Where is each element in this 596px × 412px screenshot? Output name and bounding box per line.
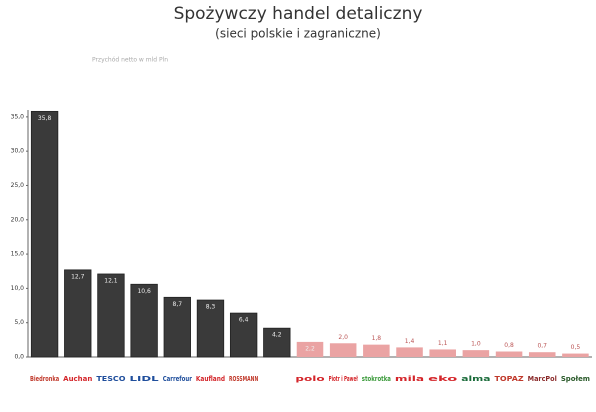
x-tick-label: Carrefour bbox=[163, 375, 193, 383]
x-tick-label: Kaufland bbox=[196, 375, 225, 383]
value-label: 1,8 bbox=[372, 335, 382, 342]
x-tick-label: Biedronka bbox=[30, 375, 59, 383]
bar bbox=[163, 296, 191, 358]
y-tick-label: 30,0 bbox=[11, 148, 25, 155]
x-tick-label: TOPAZ bbox=[494, 375, 523, 383]
bar bbox=[495, 351, 523, 357]
x-tick-label: polo bbox=[295, 375, 324, 383]
value-label: 8,3 bbox=[206, 304, 216, 311]
value-label: 0,7 bbox=[537, 343, 547, 350]
bar bbox=[30, 110, 59, 358]
value-label: 12,1 bbox=[104, 277, 118, 284]
bar bbox=[64, 269, 92, 358]
bar bbox=[363, 344, 390, 357]
y-tick-label: 35,0 bbox=[11, 113, 25, 120]
value-label: 2,2 bbox=[305, 345, 315, 352]
value-label: 1,1 bbox=[438, 340, 448, 347]
bar bbox=[329, 343, 357, 357]
x-tick-label: MarcPol bbox=[528, 375, 557, 383]
x-tick-label: TESCO bbox=[96, 375, 125, 383]
chart-subtitle: (sieci polskie i zagraniczne) bbox=[215, 27, 381, 41]
bar bbox=[263, 327, 291, 358]
bar bbox=[462, 350, 490, 357]
value-label: 2,0 bbox=[338, 334, 348, 341]
value-label: 10,6 bbox=[137, 288, 151, 295]
note: Przychód netto w mld Pln bbox=[92, 57, 168, 64]
value-label: 0,5 bbox=[571, 344, 581, 351]
chart-title: Spożywczy handel detaliczny bbox=[174, 4, 423, 24]
y-tick-label: 10,0 bbox=[11, 285, 25, 292]
bar bbox=[229, 312, 258, 358]
x-tick-label: Społem bbox=[561, 375, 590, 383]
value-label: 4,2 bbox=[272, 332, 282, 339]
x-tick-label: LIDL bbox=[130, 375, 160, 383]
value-label: 12,7 bbox=[71, 273, 85, 280]
bar bbox=[429, 349, 456, 357]
value-label: 1,4 bbox=[405, 338, 415, 345]
bar bbox=[396, 347, 423, 357]
x-tick-label: alma bbox=[461, 375, 491, 383]
y-tick-label: 5,0 bbox=[14, 319, 24, 326]
value-label: 1,0 bbox=[471, 341, 481, 348]
value-label: 8,7 bbox=[173, 301, 183, 308]
y-tick-label: 25,0 bbox=[11, 182, 25, 189]
y-tick-label: 15,0 bbox=[11, 251, 25, 258]
value-label: 0,8 bbox=[504, 342, 514, 349]
x-tick-label: stokrotka bbox=[362, 375, 391, 383]
x-tick-label: ROSSMANN bbox=[229, 375, 258, 383]
bar bbox=[196, 299, 225, 358]
bar bbox=[528, 352, 556, 357]
x-tick-label: Auchan bbox=[63, 375, 92, 383]
value-label: 6,4 bbox=[239, 317, 249, 324]
value-label: 35,8 bbox=[38, 115, 52, 122]
x-tick-label: mila bbox=[395, 375, 425, 383]
x-tick-label: Piotr i Paweł bbox=[329, 375, 358, 383]
x-tick-label: eko bbox=[428, 375, 458, 383]
bar bbox=[130, 283, 158, 358]
y-tick-label: 20,0 bbox=[11, 216, 25, 223]
bar bbox=[562, 353, 589, 357]
y-tick-label: 0,0 bbox=[14, 354, 24, 361]
bar bbox=[296, 341, 324, 357]
bar bbox=[97, 273, 125, 358]
